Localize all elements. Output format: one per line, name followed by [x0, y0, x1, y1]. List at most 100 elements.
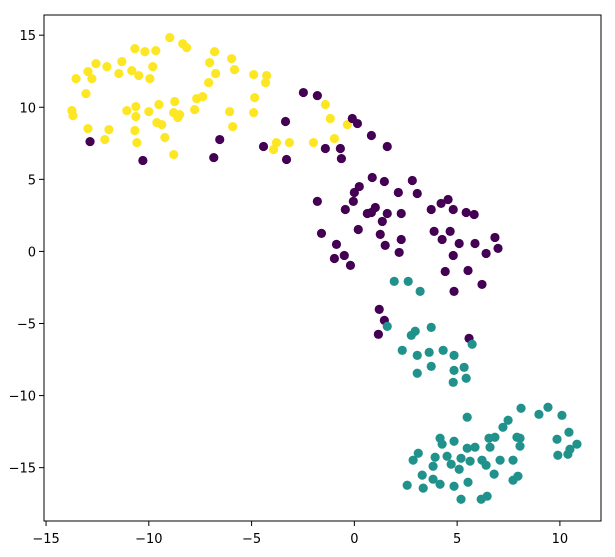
point — [402, 480, 412, 490]
point — [438, 345, 448, 355]
point — [429, 226, 439, 236]
point — [353, 224, 363, 235]
point — [169, 149, 179, 160]
point — [379, 176, 389, 187]
point — [470, 442, 480, 452]
point — [349, 187, 359, 198]
x-tick-label: −10 — [135, 532, 162, 547]
point — [117, 56, 127, 67]
point — [85, 136, 95, 147]
point — [393, 187, 403, 198]
point — [553, 450, 563, 460]
point — [198, 91, 208, 102]
point — [178, 39, 188, 49]
point — [329, 253, 340, 264]
point — [134, 70, 144, 81]
point — [454, 464, 464, 474]
point — [377, 216, 387, 227]
point — [446, 459, 456, 469]
point — [467, 339, 477, 349]
point — [209, 152, 219, 163]
point — [102, 62, 112, 72]
point — [557, 410, 567, 420]
point — [148, 62, 158, 72]
point — [329, 133, 340, 144]
point — [389, 276, 399, 287]
point — [190, 104, 200, 115]
y-tick-label: −15 — [9, 462, 36, 477]
point — [312, 90, 322, 101]
point — [170, 96, 180, 107]
point — [396, 234, 406, 245]
point — [424, 347, 434, 357]
point — [339, 250, 349, 261]
point — [426, 361, 436, 371]
point — [131, 101, 141, 112]
point — [335, 143, 345, 154]
x-tick-label: 10 — [552, 532, 569, 547]
point — [228, 121, 238, 132]
point — [534, 409, 544, 419]
plot-area — [67, 33, 582, 504]
point — [461, 373, 471, 383]
point — [366, 130, 377, 141]
point — [268, 144, 279, 155]
point — [448, 377, 458, 387]
point — [448, 204, 458, 215]
point — [564, 427, 574, 437]
point — [498, 422, 508, 432]
point — [412, 368, 422, 378]
point — [495, 455, 505, 465]
point — [485, 442, 495, 452]
point — [154, 99, 164, 110]
point — [308, 137, 319, 148]
point — [104, 125, 114, 135]
point — [250, 93, 260, 103]
y-tick-label: −5 — [17, 318, 36, 333]
point — [515, 433, 525, 443]
point — [173, 112, 183, 123]
point — [367, 172, 377, 183]
point — [348, 196, 358, 206]
point — [456, 453, 466, 463]
point — [442, 451, 452, 461]
point — [445, 226, 455, 236]
point — [280, 116, 291, 127]
point — [227, 54, 237, 64]
point — [459, 362, 469, 372]
point — [138, 155, 148, 166]
point — [71, 73, 81, 84]
point — [396, 208, 406, 219]
point — [320, 143, 330, 154]
point — [312, 196, 322, 206]
point — [211, 68, 221, 79]
point — [469, 209, 479, 220]
point — [397, 345, 407, 355]
point — [260, 78, 271, 88]
point — [249, 107, 259, 118]
y-tick-label: 5 — [28, 173, 36, 188]
point — [382, 208, 392, 219]
point — [130, 43, 140, 54]
point — [261, 70, 272, 81]
point — [449, 436, 459, 446]
point — [382, 141, 392, 152]
point — [552, 434, 562, 444]
point — [412, 350, 422, 360]
y-tick-label: 0 — [28, 245, 36, 260]
point — [131, 111, 141, 122]
point — [298, 87, 308, 98]
x-tick-label: −15 — [32, 532, 59, 547]
point — [215, 134, 225, 145]
point — [408, 455, 418, 465]
point — [281, 154, 292, 165]
point — [403, 276, 413, 287]
point — [481, 460, 491, 470]
y-tick-label: 15 — [19, 29, 36, 44]
point — [249, 69, 259, 80]
point — [114, 68, 124, 79]
point — [465, 456, 475, 466]
point — [462, 443, 472, 453]
point — [68, 111, 78, 121]
